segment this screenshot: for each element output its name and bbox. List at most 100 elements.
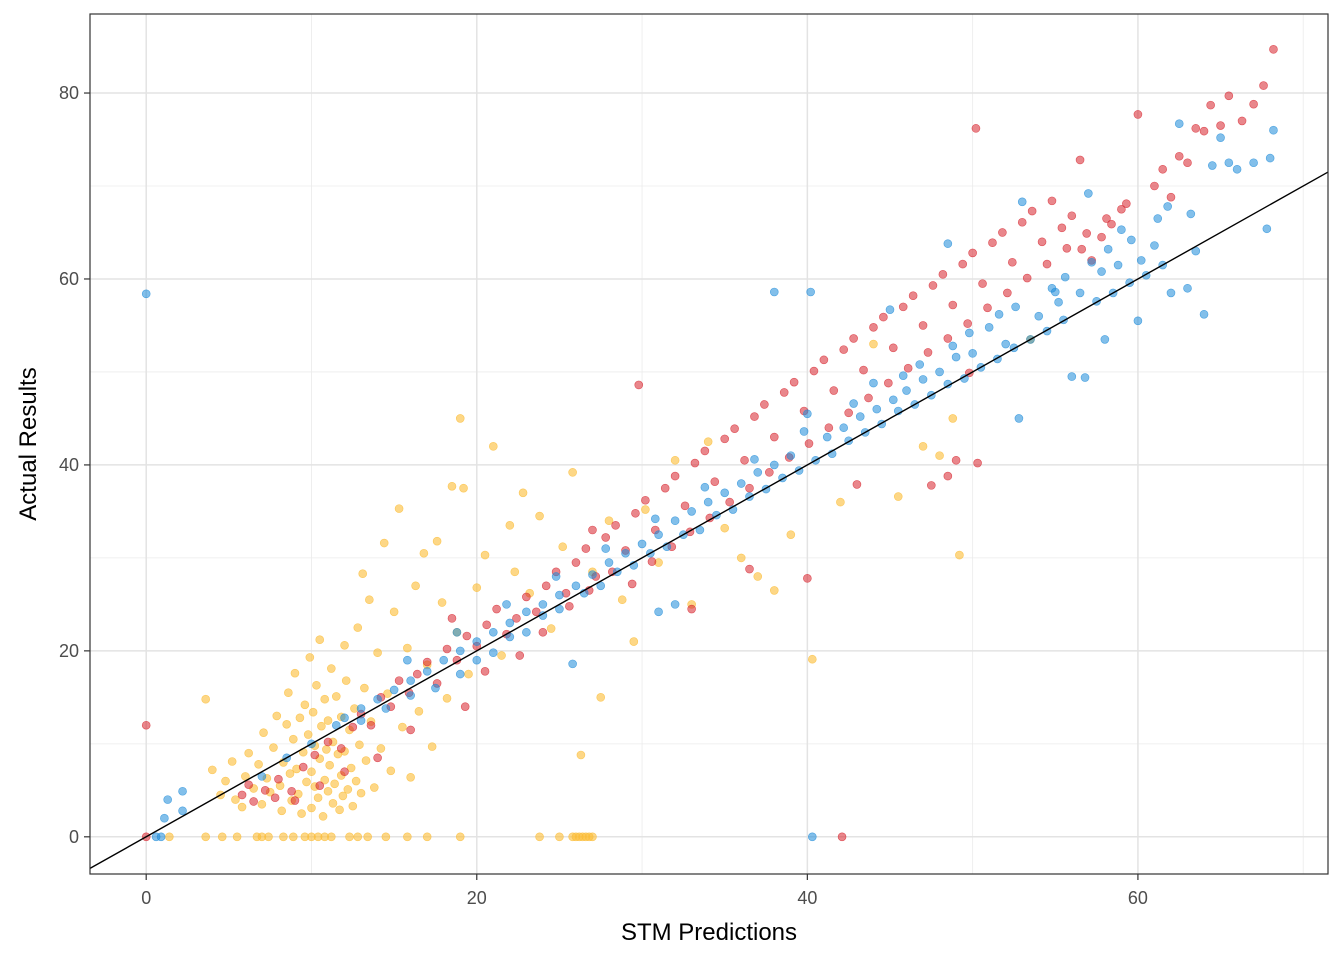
data-point (343, 785, 353, 794)
x-tick-label: 20 (467, 888, 487, 908)
data-point (427, 742, 437, 751)
data-point (786, 451, 796, 460)
data-point (282, 720, 291, 729)
data-point (1269, 45, 1278, 54)
data-point (464, 669, 473, 679)
x-tick-label: 60 (1128, 888, 1148, 908)
data-point (948, 414, 958, 423)
data-point (1022, 273, 1032, 283)
data-point (398, 722, 407, 732)
data-point (951, 352, 961, 362)
data-point (849, 334, 858, 343)
data-point (502, 600, 511, 609)
data-point (323, 716, 333, 725)
data-point (634, 380, 644, 390)
data-point (670, 455, 680, 465)
data-point (1003, 288, 1012, 298)
data-point (839, 423, 849, 433)
data-point (505, 618, 515, 628)
data-point (1057, 223, 1067, 233)
y-tick-label: 40 (59, 455, 79, 475)
data-point (568, 468, 577, 477)
data-point (984, 323, 994, 332)
data-point (1199, 126, 1209, 136)
x-tick-label: 0 (141, 888, 151, 908)
data-point (403, 832, 412, 842)
data-point (745, 564, 754, 574)
data-point (260, 786, 270, 795)
data-point (419, 548, 429, 558)
data-point (1027, 206, 1037, 216)
data-point (1087, 257, 1096, 267)
data-point (373, 753, 382, 763)
data-point (351, 776, 361, 786)
data-point (231, 795, 240, 804)
data-point (641, 505, 650, 514)
data-point (1122, 199, 1131, 208)
data-point (745, 483, 754, 493)
data-point (968, 248, 977, 258)
data-point (943, 239, 953, 248)
data-point (588, 570, 597, 579)
data-point (927, 481, 936, 490)
data-point (1269, 125, 1278, 135)
data-point (888, 395, 898, 405)
data-point (376, 744, 386, 753)
y-axis-title: Actual Results (15, 367, 42, 520)
data-point (1150, 181, 1159, 191)
data-point (568, 659, 577, 669)
data-point (285, 769, 295, 778)
data-point (604, 516, 614, 526)
data-point (1077, 244, 1087, 254)
data-point (1008, 257, 1017, 267)
data-point (1133, 110, 1143, 119)
data-point (459, 483, 468, 493)
data-point (1067, 372, 1077, 381)
data-point (1117, 225, 1126, 234)
data-point (923, 348, 933, 357)
data-point (317, 721, 326, 731)
data-point (750, 455, 759, 464)
data-point (335, 805, 344, 815)
data-point (1113, 260, 1123, 270)
data-point (690, 458, 700, 468)
data-point (935, 451, 944, 460)
data-point (918, 375, 928, 384)
data-point (760, 400, 769, 409)
data-point (1249, 158, 1258, 168)
data-point (472, 583, 482, 592)
data-point (893, 492, 903, 501)
data-point (320, 775, 330, 785)
data-point (538, 600, 548, 609)
data-point (1174, 119, 1184, 129)
data-point (328, 799, 338, 808)
data-point (637, 539, 647, 549)
data-point (244, 748, 253, 758)
data-point (803, 409, 812, 419)
data-point (386, 766, 396, 776)
data-point (1163, 202, 1172, 211)
data-point (340, 713, 349, 723)
data-point (366, 720, 376, 730)
data-point (289, 734, 298, 744)
data-point (178, 786, 187, 796)
data-point (406, 773, 415, 782)
data-point (808, 832, 817, 842)
data-point (472, 655, 482, 665)
data-point (918, 442, 928, 451)
data-point (809, 366, 819, 376)
data-point (1080, 373, 1090, 382)
data-point (660, 483, 670, 493)
data-point (864, 393, 873, 403)
data-point (297, 809, 306, 818)
data-point (710, 477, 720, 486)
data-point (284, 688, 293, 698)
data-point (249, 797, 258, 806)
data-point (340, 640, 349, 650)
reference-line-group (89, 171, 1329, 870)
data-point (1127, 235, 1136, 245)
data-point (406, 691, 415, 700)
x-tick-label: 40 (797, 888, 817, 908)
data-point (325, 760, 334, 770)
data-point (1186, 209, 1196, 219)
